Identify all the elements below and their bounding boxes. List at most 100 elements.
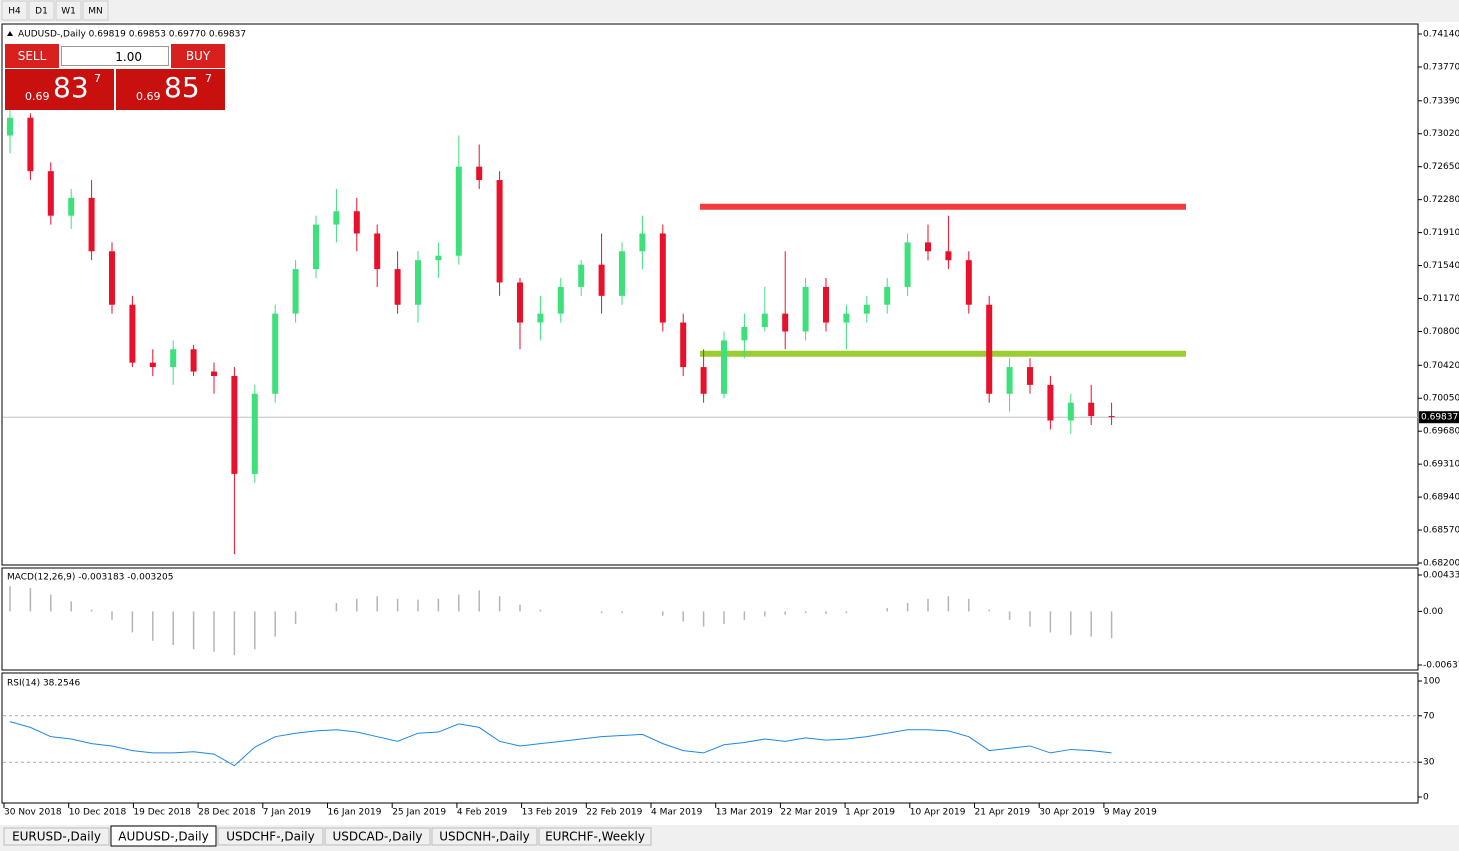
- candle-body: [333, 211, 340, 225]
- rsi-panel: [1, 672, 1419, 804]
- chart-tab-label[interactable]: USDCNH-,Daily: [439, 830, 530, 844]
- y-tick-label: 0.69680: [1423, 427, 1459, 437]
- chart-tab[interactable]: [538, 827, 652, 846]
- y-tick-label: 70: [1423, 711, 1435, 721]
- chart-tab[interactable]: [431, 827, 538, 846]
- lots-input[interactable]: 1.00: [61, 46, 169, 66]
- bid-big: 83: [53, 71, 89, 104]
- one-click-panel: SELL 1.00 BUY 0.69 83 7 0.69 85 7: [5, 44, 225, 110]
- candle-body: [517, 282, 523, 323]
- chart-tab-label[interactable]: EURUSD-,Daily: [12, 830, 101, 844]
- sell-button[interactable]: SELL: [5, 44, 59, 68]
- candle-body: [1027, 367, 1033, 385]
- y-tick-label: 100: [1423, 677, 1440, 687]
- collapse-icon[interactable]: [7, 31, 13, 36]
- x-tick-label: 7 Jan 2019: [263, 808, 311, 818]
- timeframe-label[interactable]: D1: [35, 7, 48, 17]
- rsi-line: [9, 721, 1112, 767]
- timeframe-label[interactable]: MN: [88, 7, 103, 17]
- candle-body: [455, 166, 462, 256]
- candle-body: [802, 286, 809, 332]
- candle-body: [863, 304, 870, 314]
- candle-body: [965, 260, 972, 305]
- chart-tab[interactable]: [3, 827, 110, 846]
- rsi-title: RSI(14) 38.2546: [7, 679, 80, 689]
- candle-body: [598, 264, 605, 296]
- y-tick-label: 0.70050: [1423, 394, 1459, 404]
- y-tick-label: 0.72280: [1423, 195, 1459, 205]
- candle-body: [292, 269, 299, 314]
- timeframe-button[interactable]: [55, 0, 82, 21]
- candle-body: [904, 242, 911, 287]
- y-tick-label: 0.70800: [1423, 327, 1459, 337]
- timeframe-button[interactable]: [1, 0, 28, 21]
- candle-body: [945, 251, 952, 261]
- candle-body: [619, 251, 625, 296]
- y-tick-label: 0.72650: [1423, 162, 1459, 172]
- y-tick-label: 0.69310: [1423, 460, 1459, 470]
- bid-small: 7: [94, 72, 101, 85]
- x-tick-label: 9 May 2019: [1104, 808, 1157, 818]
- ask-box[interactable]: 0.69 85 7: [116, 69, 225, 110]
- timeframe-button[interactable]: [28, 0, 55, 21]
- candle-body: [843, 313, 850, 323]
- candle-body: [496, 180, 503, 283]
- ask-prefix: 0.69: [136, 90, 161, 103]
- x-tick-label: 28 Dec 2018: [198, 808, 256, 818]
- y-tick-label: 0.73390: [1423, 96, 1459, 106]
- chart-tab[interactable]: [324, 827, 431, 846]
- y-tick-label: 0.00: [1423, 607, 1443, 617]
- current-price-label: 0.69837: [1421, 413, 1458, 423]
- buy-button[interactable]: BUY: [171, 44, 225, 68]
- bid-prefix: 0.69: [25, 90, 50, 103]
- x-tick-label: 22 Feb 2019: [586, 808, 642, 818]
- candle-body: [149, 362, 156, 368]
- candle-body: [353, 211, 360, 234]
- bid-box[interactable]: 0.69 83 7: [5, 69, 114, 110]
- candle-body: [27, 117, 34, 172]
- candle-body: [7, 117, 13, 136]
- timeframe-button[interactable]: [82, 0, 109, 21]
- candle-body: [394, 269, 401, 305]
- candle-body: [721, 340, 727, 394]
- x-tick-label: 22 Mar 2019: [780, 808, 837, 818]
- chart-tab[interactable]: [217, 827, 324, 846]
- y-tick-label: 0.71910: [1423, 228, 1459, 238]
- candle-body: [109, 251, 115, 305]
- x-tick-label: 13 Mar 2019: [716, 808, 773, 818]
- candle-body: [68, 197, 75, 216]
- timeframe-label[interactable]: W1: [61, 7, 76, 17]
- x-tick-label: 30 Nov 2018: [4, 808, 62, 818]
- x-tick-label: 10 Apr 2019: [910, 808, 966, 818]
- x-tick-label: 4 Feb 2019: [457, 808, 508, 818]
- candle-body: [741, 326, 748, 341]
- candle-body: [1067, 402, 1074, 421]
- chart-tab-label[interactable]: AUDUSD-,Daily: [118, 830, 208, 844]
- timeframe-label[interactable]: H4: [8, 7, 21, 17]
- chart-tab-label[interactable]: USDCAD-,Daily: [333, 830, 423, 844]
- candle-body: [435, 255, 442, 261]
- chart-tab[interactable]: [110, 825, 217, 847]
- candle-body: [823, 286, 829, 323]
- chart-tab-label[interactable]: USDCHF-,Daily: [226, 830, 314, 844]
- candle-body: [782, 313, 789, 332]
- toolbar: [0, 0, 1459, 22]
- y-tick-label: 0.71540: [1423, 261, 1459, 271]
- x-tick-label: 21 Apr 2019: [975, 808, 1031, 818]
- candle-body: [231, 375, 238, 474]
- y-tick-label: 30: [1423, 758, 1435, 768]
- candle-body: [578, 264, 585, 287]
- y-tick-label: -0.006378: [1423, 661, 1459, 671]
- candle-body: [374, 233, 381, 270]
- candle-body: [1088, 402, 1095, 417]
- candle-body: [251, 393, 258, 474]
- chart-tab-label[interactable]: EURCHF-,Weekly: [545, 830, 645, 844]
- ask-small: 7: [205, 72, 212, 85]
- y-tick-label: 0.68940: [1423, 493, 1459, 503]
- macd-panel: [1, 567, 1419, 671]
- macd-title: MACD(12,26,9) -0.003183 -0.003205: [7, 573, 173, 583]
- candle-body: [47, 171, 54, 216]
- candle-body: [537, 313, 544, 323]
